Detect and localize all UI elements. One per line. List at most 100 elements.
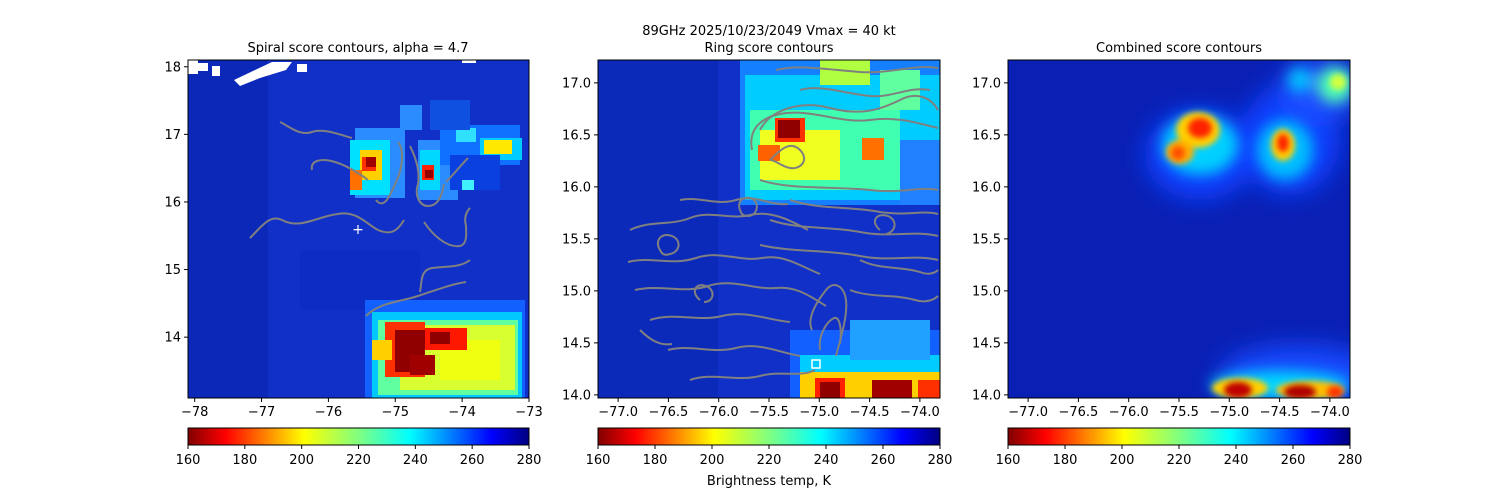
x-tick-label: −77.0: [598, 405, 638, 420]
colorbar-label: Brightness temp, K: [707, 474, 832, 489]
colorbar-ticks: 160 180 200 220 240 260 280: [176, 445, 542, 468]
x-tick-label: −78: [181, 405, 208, 420]
missing-data-mask: [188, 60, 476, 86]
colorbar-tick-label: 280: [928, 453, 953, 468]
contour-line: [799, 87, 931, 98]
contour-line: [849, 289, 939, 303]
contour-line: [769, 144, 806, 170]
colorbar-tick-label: 240: [403, 453, 428, 468]
x-tick-label: −75.5: [1159, 405, 1199, 420]
contour-line: [423, 207, 471, 248]
colorbar-tick-label: 220: [346, 453, 371, 468]
contour-line: [775, 66, 939, 74]
colorbar-tick-label: 180: [643, 453, 668, 468]
ring-contours: [627, 66, 939, 381]
contour-line: [649, 313, 791, 323]
panel-title: Ring score contours: [704, 41, 833, 56]
axes-frame: [187, 59, 530, 399]
x-tick-label: −75: [382, 405, 409, 420]
colorbar-tick-label: 200: [289, 453, 314, 468]
x-axis: −77.0 −76.5 −76.0 −75.5 −75.0 −74.5 −74.0: [598, 398, 940, 420]
y-axis: 14.0 14.5 15.0 15.5 16.0 16.5 17.0: [562, 76, 598, 403]
y-tick-label: 14: [164, 331, 181, 346]
colorbar-tick-label: 160: [586, 453, 611, 468]
colorbar-gradient: [187, 427, 530, 446]
panel-combined: Combined score contours: [972, 41, 1362, 468]
colorbar-ticks: 160 180 200 220 240 260 280: [996, 445, 1362, 468]
contour-line: [279, 121, 353, 139]
y-tick-label: 16.5: [562, 128, 591, 143]
y-tick-label: 16.0: [972, 180, 1001, 195]
panel-title: Spiral score contours, alpha = 4.7: [247, 41, 468, 56]
contour-line: [759, 244, 939, 261]
contour-line: [639, 329, 673, 346]
x-tick-label: −76.0: [699, 405, 739, 420]
contour-line: [249, 212, 405, 239]
x-tick-label: −76: [315, 405, 342, 420]
contour-line: [656, 234, 680, 256]
colorbar-tick-label: 220: [757, 453, 782, 468]
x-tick-label: −74: [448, 405, 475, 420]
contour-line: [873, 214, 896, 235]
colorbar-tick-label: 180: [232, 453, 257, 468]
contour-line: [445, 157, 469, 183]
contour-line: [859, 259, 939, 275]
heatmap-image: [188, 60, 525, 398]
x-tick-label: −73: [515, 405, 542, 420]
x-tick-label: −77.0: [1008, 405, 1048, 420]
colorbar-tick-label: 260: [871, 453, 896, 468]
y-tick-label: 14.0: [972, 388, 1001, 403]
colorbar-tick-label: 220: [1167, 453, 1192, 468]
contour-line: [627, 254, 821, 275]
x-tick-label: −75.0: [1209, 405, 1249, 420]
contour-line: [769, 219, 939, 237]
y-axis: 14 15 16 17 18: [164, 60, 188, 346]
colorbar-tick-label: 160: [996, 453, 1021, 468]
center-marker: +: [352, 222, 364, 238]
x-tick-label: −76.5: [1058, 405, 1098, 420]
panel-spiral: Spiral score contours, alpha = 4.7: [164, 41, 542, 468]
colorbar: 160 180 200 220 240 260 280: [176, 427, 542, 468]
y-tick-label: 16.0: [562, 180, 591, 195]
colorbar-tick-label: 200: [700, 453, 725, 468]
y-tick-label: 15: [164, 263, 181, 278]
y-tick-label: 17: [164, 128, 181, 143]
y-tick-label: 16.5: [972, 128, 1001, 143]
colorbar-tick-label: 180: [1053, 453, 1078, 468]
y-tick-label: 18: [164, 60, 181, 75]
y-tick-label: 15.5: [972, 232, 1001, 247]
contour-line: [759, 94, 939, 131]
y-tick-label: 14.5: [972, 336, 1001, 351]
x-tick-label: −76.5: [648, 405, 688, 420]
contour-line: [693, 284, 714, 303]
contour-line: [375, 141, 404, 205]
colorbar-gradient: [597, 427, 941, 446]
colorbar-tick-label: 280: [517, 453, 542, 468]
colorbar-ticks: 160 180 200 220 240 260 280: [586, 445, 953, 468]
colorbar-tick-label: 260: [1281, 453, 1306, 468]
colorbar: 160 180 200 220 240 260 280: [996, 427, 1362, 468]
spiral-contours: [249, 121, 471, 317]
contour-line: [738, 196, 758, 218]
y-tick-label: 15.5: [562, 232, 591, 247]
y-tick-label: 15.0: [562, 284, 591, 299]
contour-line: [818, 316, 842, 351]
contour-line: [809, 284, 848, 357]
x-tick-label: −75.5: [749, 405, 789, 420]
x-axis: −78 −77 −76 −75 −74 −73: [181, 398, 543, 420]
x-tick-label: −74.5: [1260, 405, 1300, 420]
colorbar: 160 180 200 220 240 260 280: [586, 427, 953, 468]
contour-line: [310, 159, 369, 181]
y-tick-label: 16: [164, 195, 181, 210]
y-axis: 14.0 14.5 15.0 15.5 16.0 16.5 17.0: [972, 76, 1008, 403]
x-tick-label: −76.0: [1109, 405, 1149, 420]
contour-line: [679, 197, 789, 206]
x-tick-label: −77: [248, 405, 275, 420]
contour-line: [629, 212, 809, 231]
panel-ring: Ring score contours: [562, 41, 952, 489]
figure-suptitle: 89GHz 2025/10/23/2049 Vmax = 40 kt: [642, 24, 896, 39]
y-tick-label: 17.0: [562, 76, 591, 91]
contour-line: [789, 199, 939, 215]
contour-line: [689, 369, 816, 381]
colorbar-tick-label: 240: [814, 453, 839, 468]
